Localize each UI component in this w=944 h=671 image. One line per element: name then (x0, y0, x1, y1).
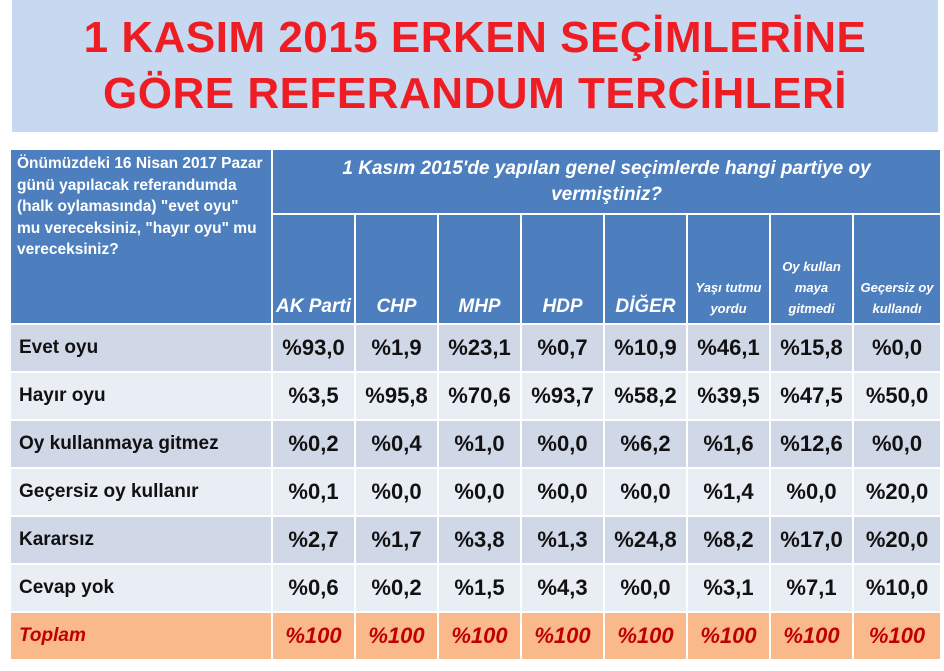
cell-value: %1,0 (438, 420, 521, 468)
total-value: %100 (272, 612, 355, 660)
col-header-hdp: HDP (521, 214, 604, 324)
title-line-2: GÖRE REFERANDUM TERCİHLERİ (103, 66, 847, 122)
cell-value: %7,1 (770, 564, 853, 612)
cell-value: %47,5 (770, 372, 853, 420)
cell-value: %2,7 (272, 516, 355, 564)
cell-value: %93,0 (272, 324, 355, 372)
cell-value: %20,0 (853, 468, 941, 516)
cell-value: %1,6 (687, 420, 770, 468)
cell-value: %0,0 (355, 468, 438, 516)
cell-value: %1,9 (355, 324, 438, 372)
cell-value: %1,4 (687, 468, 770, 516)
cell-value: %0,0 (521, 468, 604, 516)
cell-value: %0,0 (604, 564, 687, 612)
total-value: %100 (604, 612, 687, 660)
table-row-hayir: Hayır oyu %3,5 %95,8 %70,6 %93,7 %58,2 %… (10, 372, 941, 420)
total-value: %100 (438, 612, 521, 660)
cell-value: %10,0 (853, 564, 941, 612)
cell-value: %95,8 (355, 372, 438, 420)
total-value: %100 (770, 612, 853, 660)
row-label: Kararsız (10, 516, 272, 564)
cell-value: %17,0 (770, 516, 853, 564)
row-label: Evet oyu (10, 324, 272, 372)
cell-value: %3,1 (687, 564, 770, 612)
row-header-question: Önümüzdeki 16 Nisan 2017 Pazar günü yapı… (10, 149, 272, 324)
cell-value: %70,6 (438, 372, 521, 420)
column-question: 1 Kasım 2015'de yapılan genel seçimlerde… (272, 149, 941, 214)
cell-value: %15,8 (770, 324, 853, 372)
cell-value: %0,6 (272, 564, 355, 612)
col-header-yasi-tutmuyordu: Yaşı tutmu yordu (687, 214, 770, 324)
referendum-table: Önümüzdeki 16 Nisan 2017 Pazar günü yapı… (9, 148, 942, 661)
col-header-chp: CHP (355, 214, 438, 324)
total-value: %100 (521, 612, 604, 660)
row-label: Geçersiz oy kullanır (10, 468, 272, 516)
title-banner: 1 KASIM 2015 ERKEN SEÇİMLERİNE GÖRE REFE… (12, 0, 938, 132)
col-header-oy-kullanmaya-gitmedi: Oy kullan maya gitmedi (770, 214, 853, 324)
cell-value: %46,1 (687, 324, 770, 372)
cell-value: %39,5 (687, 372, 770, 420)
col-header-mhp: MHP (438, 214, 521, 324)
cell-value: %20,0 (853, 516, 941, 564)
cell-value: %1,5 (438, 564, 521, 612)
cell-value: %1,7 (355, 516, 438, 564)
cell-value: %1,3 (521, 516, 604, 564)
cell-value: %23,1 (438, 324, 521, 372)
total-value: %100 (355, 612, 438, 660)
table-row-total: Toplam %100 %100 %100 %100 %100 %100 %10… (10, 612, 941, 660)
col-header-diger: DİĞER (604, 214, 687, 324)
cell-value: %3,8 (438, 516, 521, 564)
cell-value: %6,2 (604, 420, 687, 468)
cell-value: %0,2 (355, 564, 438, 612)
total-value: %100 (853, 612, 941, 660)
header-row-top: Önümüzdeki 16 Nisan 2017 Pazar günü yapı… (10, 149, 941, 214)
table-row-gecersiz: Geçersiz oy kullanır %0,1 %0,0 %0,0 %0,0… (10, 468, 941, 516)
cell-value: %8,2 (687, 516, 770, 564)
table-row-kararsiz: Kararsız %2,7 %1,7 %3,8 %1,3 %24,8 %8,2 … (10, 516, 941, 564)
cell-value: %58,2 (604, 372, 687, 420)
cell-value: %0,4 (355, 420, 438, 468)
total-value: %100 (687, 612, 770, 660)
title-line-1: 1 KASIM 2015 ERKEN SEÇİMLERİNE (84, 10, 867, 66)
cell-value: %3,5 (272, 372, 355, 420)
cell-value: %0,0 (521, 420, 604, 468)
table-row-evet: Evet oyu %93,0 %1,9 %23,1 %0,7 %10,9 %46… (10, 324, 941, 372)
cell-value: %0,0 (853, 420, 941, 468)
cell-value: %4,3 (521, 564, 604, 612)
cell-value: %10,9 (604, 324, 687, 372)
cell-value: %0,0 (770, 468, 853, 516)
cell-value: %0,0 (604, 468, 687, 516)
row-label: Oy kullanmaya gitmez (10, 420, 272, 468)
cell-value: %12,6 (770, 420, 853, 468)
cell-value: %0,2 (272, 420, 355, 468)
cell-value: %50,0 (853, 372, 941, 420)
cell-value: %93,7 (521, 372, 604, 420)
cell-value: %0,0 (438, 468, 521, 516)
total-label: Toplam (10, 612, 272, 660)
cell-value: %0,0 (853, 324, 941, 372)
cell-value: %0,1 (272, 468, 355, 516)
col-header-ak-parti: AK Parti (272, 214, 355, 324)
cell-value: %0,7 (521, 324, 604, 372)
table-row-cevap-yok: Cevap yok %0,6 %0,2 %1,5 %4,3 %0,0 %3,1 … (10, 564, 941, 612)
cell-value: %24,8 (604, 516, 687, 564)
row-label: Hayır oyu (10, 372, 272, 420)
table-row-oy-kullanmaya-gitmez: Oy kullanmaya gitmez %0,2 %0,4 %1,0 %0,0… (10, 420, 941, 468)
col-header-gecersiz-oy-kullandi: Geçersiz oy kullandı (853, 214, 941, 324)
row-label: Cevap yok (10, 564, 272, 612)
